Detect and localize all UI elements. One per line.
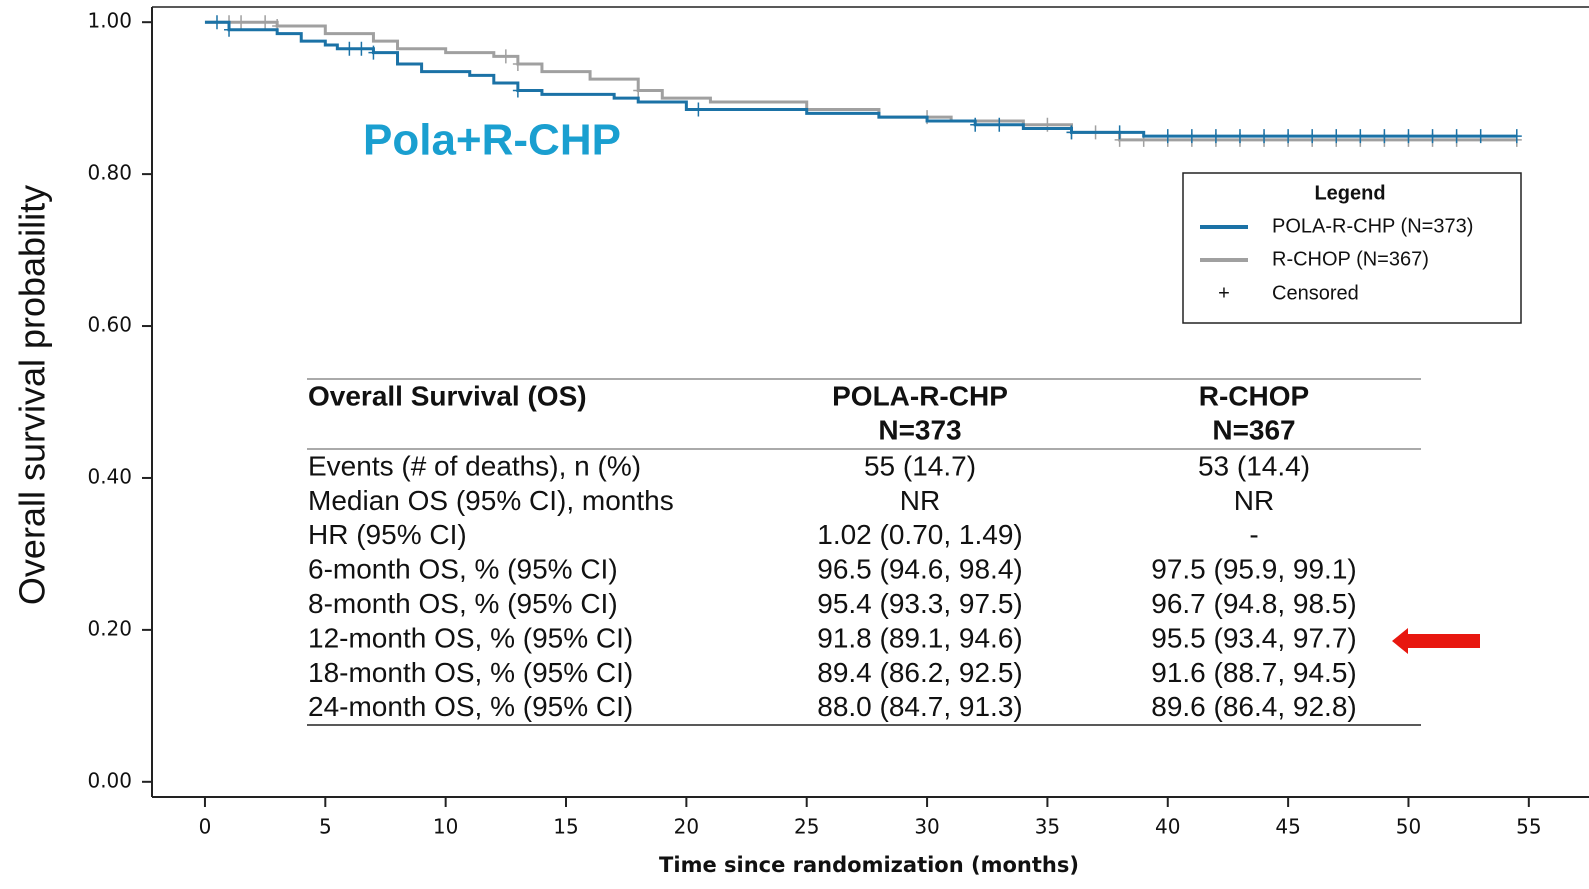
x-tick-label: 50	[1396, 815, 1421, 839]
censor-mark	[512, 56, 523, 71]
table-header: Overall Survival (OS)	[308, 380, 587, 411]
table-header: N=373	[878, 414, 961, 445]
curves	[204, 15, 1522, 147]
censor-mark	[1186, 129, 1197, 144]
legend-title: Legend	[1314, 182, 1385, 204]
x-tick-label: 25	[794, 815, 819, 839]
table-cell: NR	[900, 485, 940, 516]
y-axis-title: Overall survival probability	[12, 185, 53, 605]
table-cell: 89.4 (86.2, 92.5)	[817, 657, 1022, 688]
x-tick-label: 5	[319, 815, 332, 839]
x-tick-label: 45	[1275, 815, 1300, 839]
x-tick-label: 40	[1155, 815, 1180, 839]
table-cell: 12-month OS, % (95% CI)	[308, 622, 633, 653]
censor-mark	[211, 15, 222, 30]
table-header: R-CHOP	[1199, 380, 1309, 411]
table-cell: 55 (14.7)	[864, 450, 976, 481]
censor-mark	[356, 41, 367, 56]
x-axis-title: Time since randomization (months)	[659, 853, 1079, 877]
table-cell: 96.7 (94.8, 98.5)	[1151, 588, 1356, 619]
censor-mark	[1210, 129, 1221, 144]
censor-mark	[1331, 129, 1342, 144]
censor-mark	[970, 117, 981, 132]
table-header: N=367	[1212, 414, 1295, 445]
x-tick-label: 35	[1035, 815, 1060, 839]
legend-box	[1182, 172, 1522, 324]
censor-mark	[1234, 129, 1245, 144]
survival-curve	[204, 20, 1517, 142]
table-cell: 91.6 (88.7, 94.5)	[1151, 657, 1356, 688]
censor-mark	[1114, 125, 1125, 140]
legend-symbol: +	[1218, 282, 1230, 304]
censor-mark	[368, 45, 379, 60]
censor-mark	[1403, 129, 1414, 144]
legend: Legend + Censored POLA-R-CHP (N=373) R-CH…	[1182, 172, 1522, 324]
censor-mark	[1307, 129, 1318, 144]
x-tick-label: 20	[674, 815, 699, 839]
censor-mark	[1355, 129, 1366, 144]
censor-mark	[224, 22, 235, 37]
x-tick-label: 15	[553, 815, 578, 839]
censor-mark	[1259, 129, 1270, 144]
x-tick-label: 10	[433, 815, 458, 839]
x-tick-label: 55	[1516, 815, 1541, 839]
censor-mark	[344, 41, 355, 56]
table-cell: 24-month OS, % (95% CI)	[308, 691, 633, 722]
table-cell: 6-month OS, % (95% CI)	[308, 554, 618, 585]
table-cell: 95.5 (93.4, 97.7)	[1151, 622, 1356, 653]
table-cell: 18-month OS, % (95% CI)	[308, 657, 633, 688]
table-cell: 8-month OS, % (95% CI)	[308, 588, 618, 619]
censor-mark	[500, 49, 511, 64]
table-cell: 53 (14.4)	[1198, 450, 1310, 481]
censor-mark	[1162, 129, 1173, 144]
table-cell: HR (95% CI)	[308, 519, 467, 550]
table-cell: Median OS (95% CI), months	[308, 485, 674, 516]
y-tick-label: 0.00	[87, 768, 132, 792]
table-cell: 89.6 (86.4, 92.8)	[1151, 691, 1356, 722]
y-tick-label: 0.40	[87, 464, 132, 488]
censor-mark	[1379, 129, 1390, 144]
table-cell: 91.8 (89.1, 94.6)	[817, 622, 1022, 653]
table-cell: 95.4 (93.3, 97.5)	[817, 588, 1022, 619]
arrow	[1392, 628, 1480, 654]
y-tick-label: 1.00	[87, 9, 132, 33]
x-tick-label: 30	[914, 815, 939, 839]
y-tick-label: 0.20	[87, 616, 132, 640]
table-cell: Events (# of deaths), n (%)	[308, 450, 641, 481]
censor-mark	[1451, 129, 1462, 144]
legend-label: POLA-R-CHP (N=373)	[1272, 215, 1473, 237]
censor-mark	[1066, 125, 1077, 140]
censor-mark	[633, 83, 644, 98]
legend-label: R-CHOP (N=367)	[1272, 248, 1429, 270]
censor-mark	[512, 83, 523, 98]
censor-mark	[693, 102, 704, 117]
annotation: Pola+R-CHP	[363, 116, 621, 165]
censor-mark	[1475, 129, 1486, 144]
censor-mark	[236, 15, 247, 30]
censor-mark	[1427, 129, 1438, 144]
y-tick-label: 0.60	[87, 313, 132, 337]
censor-mark	[1511, 129, 1522, 144]
table-cell: 1.02 (0.70, 1.49)	[817, 519, 1022, 550]
censor-mark	[994, 117, 1005, 132]
table-cell: 96.5 (94.6, 98.4)	[817, 554, 1022, 585]
table-cell: 88.0 (84.7, 91.3)	[817, 691, 1022, 722]
table-cell: -	[1249, 519, 1258, 550]
y-tick-label: 0.80	[87, 161, 132, 185]
table-header: POLA-R-CHP	[832, 380, 1008, 411]
censor-mark	[1283, 129, 1294, 144]
table-cell: NR	[1234, 485, 1274, 516]
x-tick-label: 0	[199, 815, 212, 839]
legend-label: Censored	[1272, 282, 1359, 304]
censor-mark	[260, 15, 271, 30]
table-cell: 97.5 (95.9, 99.1)	[1151, 554, 1356, 585]
